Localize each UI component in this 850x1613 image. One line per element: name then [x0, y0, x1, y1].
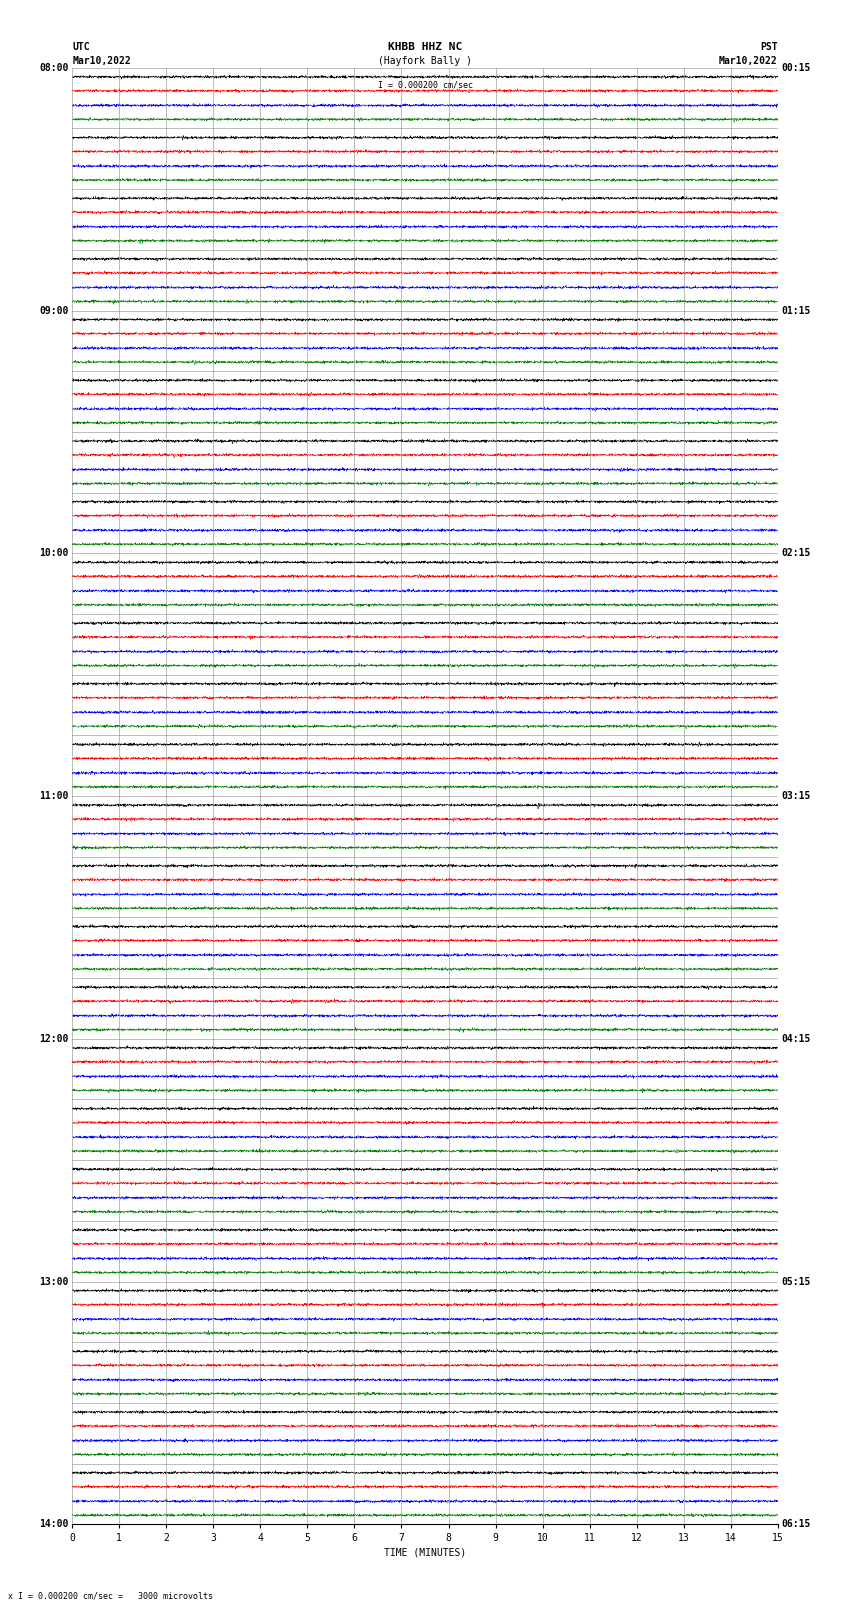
Text: KHBB HHZ NC: KHBB HHZ NC — [388, 42, 462, 52]
Text: 12:00: 12:00 — [39, 1034, 69, 1044]
Text: 11:00: 11:00 — [39, 790, 69, 802]
Text: PST: PST — [760, 42, 778, 52]
Text: I = 0.000200 cm/sec: I = 0.000200 cm/sec — [377, 81, 473, 90]
Text: 04:15: 04:15 — [781, 1034, 811, 1044]
Text: 09:00: 09:00 — [39, 305, 69, 316]
Text: x I = 0.000200 cm/sec =   3000 microvolts: x I = 0.000200 cm/sec = 3000 microvolts — [8, 1590, 213, 1600]
Text: 00:15: 00:15 — [781, 63, 811, 73]
Text: 02:15: 02:15 — [781, 548, 811, 558]
Text: UTC: UTC — [72, 42, 90, 52]
X-axis label: TIME (MINUTES): TIME (MINUTES) — [384, 1547, 466, 1558]
Text: 13:00: 13:00 — [39, 1276, 69, 1287]
Text: 05:15: 05:15 — [781, 1276, 811, 1287]
Text: 10:00: 10:00 — [39, 548, 69, 558]
Text: 06:15: 06:15 — [781, 1519, 811, 1529]
Text: Mar10,2022: Mar10,2022 — [719, 56, 778, 66]
Text: 08:00: 08:00 — [39, 63, 69, 73]
Text: 14:00: 14:00 — [39, 1519, 69, 1529]
Text: 01:15: 01:15 — [781, 305, 811, 316]
Text: (Hayfork Bally ): (Hayfork Bally ) — [378, 56, 472, 66]
Text: 03:15: 03:15 — [781, 790, 811, 802]
Text: Mar10,2022: Mar10,2022 — [72, 56, 131, 66]
